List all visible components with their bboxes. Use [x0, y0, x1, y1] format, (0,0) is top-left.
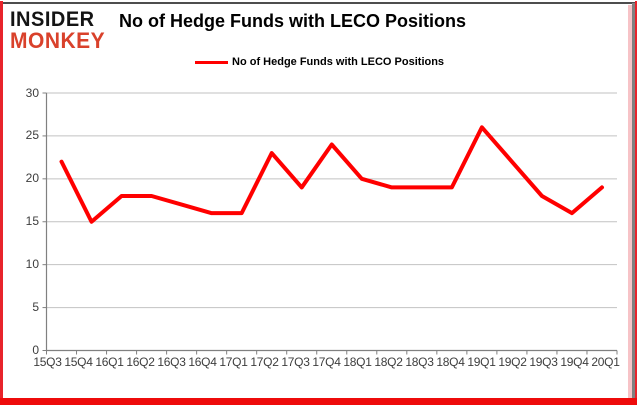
frame-right-edge: [635, 1, 637, 404]
frame-bottom-border: [0, 398, 637, 405]
frame-top-border: [2, 2, 635, 4]
x-axis-label: 19Q2: [498, 355, 527, 369]
y-axis-label: 30: [25, 85, 39, 100]
x-axis-label: 19Q1: [467, 355, 496, 369]
frame-right-inner-shadow: [628, 5, 632, 398]
y-axis-label: 25: [25, 128, 39, 143]
y-axis-label: 15: [25, 214, 39, 229]
y-axis-label: 20: [25, 171, 39, 186]
chart-title: No of Hedge Funds with LECO Positions: [119, 11, 466, 31]
frame-left-border: [0, 1, 3, 404]
logo-word-monkey: MONKEY: [10, 28, 106, 54]
y-axis-label: 10: [25, 257, 39, 272]
x-axis-label: 16Q1: [95, 355, 124, 369]
chart-legend: No of Hedge Funds with LECO Positions: [195, 56, 444, 68]
x-axis-label: 15Q4: [64, 355, 93, 369]
logo-word-insider: INSIDER: [10, 7, 95, 32]
y-axis-label: 0: [32, 343, 39, 357]
x-axis-label: 19Q3: [529, 355, 558, 369]
series-line: [59, 125, 604, 224]
x-axis-label: 16Q2: [126, 355, 155, 369]
y-axis-label: 5: [32, 300, 39, 315]
x-axis-label: 16Q4: [188, 355, 217, 369]
x-axis-label: 18Q3: [405, 355, 434, 369]
x-axis-label: 15Q3: [33, 355, 62, 369]
legend-line-icon: [195, 60, 228, 64]
x-axis-label: 16Q3: [157, 355, 186, 369]
x-axis-label: 17Q1: [219, 355, 248, 369]
x-axis-label: 17Q2: [250, 355, 279, 369]
x-axis-label: 18Q2: [374, 355, 403, 369]
frame-right-border: [632, 3, 635, 399]
x-axis-label: 18Q4: [436, 355, 465, 369]
x-axis-label: 19Q4: [560, 355, 589, 369]
x-axis-labels: 15Q3 15Q4 16Q1 16Q2 16Q3 16Q4 17Q1 17Q2 17Q3 17Q4…: [32, 355, 621, 369]
insider-monkey-logo: INSIDER MONKEY: [10, 7, 106, 54]
x-axis-label: 17Q4: [312, 355, 341, 369]
x-axis-label: 20Q1: [591, 355, 620, 369]
x-axis-label: 18Q1: [343, 355, 372, 369]
x-axis-label: 17Q3: [281, 355, 310, 369]
legend-label: No of Hedge Funds with LECO Positions: [232, 56, 445, 68]
